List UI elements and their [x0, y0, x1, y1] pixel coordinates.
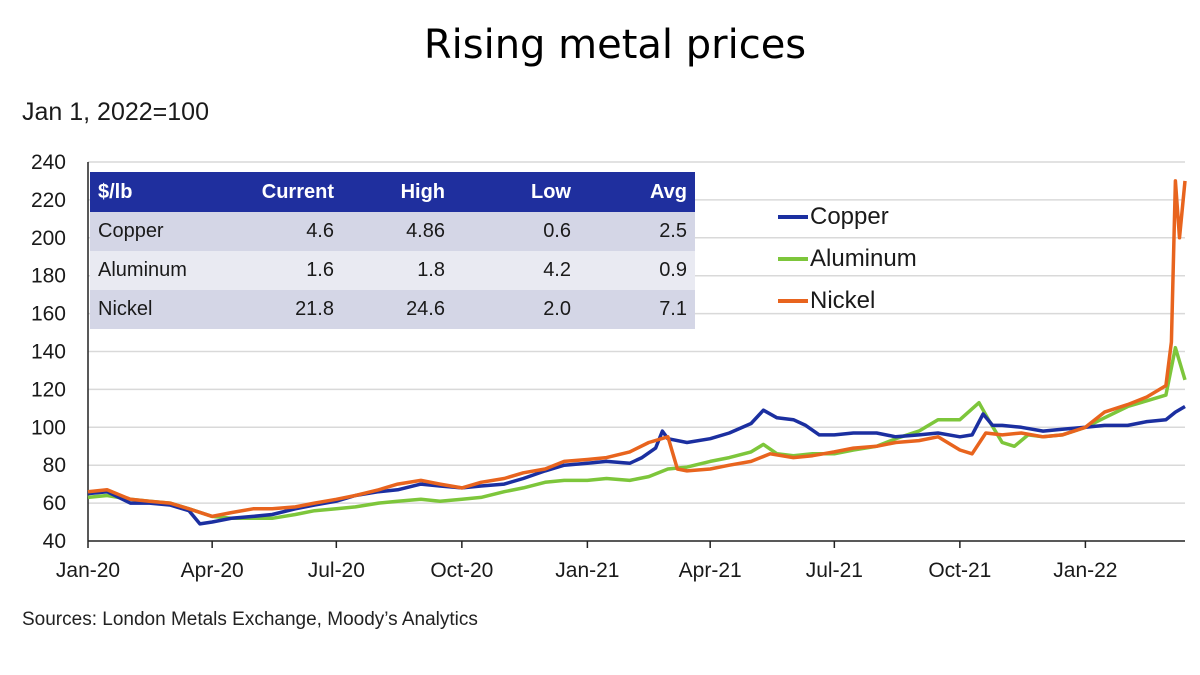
source-note: Sources: London Metals Exchange, Moody’s… [22, 609, 478, 630]
table-cell: 1.6 [216, 251, 342, 290]
table-header-cell: Current [216, 172, 342, 212]
chart-subtitle: Jan 1, 2022=100 [22, 98, 209, 126]
x-tick-label: Jul-20 [308, 559, 365, 582]
table-row: Nickel 21.8 24.6 2.0 7.1 [90, 290, 695, 329]
legend-swatch [778, 257, 808, 261]
y-tick-label: 180 [31, 265, 66, 288]
table-cell: 24.6 [342, 290, 453, 329]
table-cell: 7.1 [579, 290, 695, 329]
legend-swatch [778, 215, 808, 219]
y-tick-label: 200 [31, 227, 66, 250]
table-header-cell: High [342, 172, 453, 212]
legend-item-nickel: Nickel [778, 280, 917, 322]
legend-label: Aluminum [810, 245, 917, 272]
x-tick-label: Apr-20 [181, 559, 244, 582]
table-cell: 4.86 [342, 212, 453, 251]
table-header-row: $/lb Current High Low Avg [90, 172, 695, 212]
legend-label: Nickel [810, 287, 876, 314]
table-cell: 2.5 [579, 212, 695, 251]
table-header-cell: $/lb [90, 172, 216, 212]
x-tick-label: Jan-22 [1053, 559, 1117, 582]
y-tick-label: 100 [31, 416, 66, 439]
series-line-copper [87, 404, 1186, 526]
legend-item-copper: Copper [778, 196, 917, 238]
y-tick-label: 60 [43, 492, 66, 515]
y-tick-label: 80 [43, 454, 66, 477]
table-cell: 4.6 [216, 212, 342, 251]
x-tick-label: Oct-21 [928, 559, 991, 582]
chart-legend: Copper Aluminum Nickel [778, 196, 917, 322]
table-row: Aluminum 1.6 1.8 4.2 0.9 [90, 251, 695, 290]
table-header-cell: Avg [579, 172, 695, 212]
x-tick-label: Oct-20 [430, 559, 493, 582]
table-cell: 21.8 [216, 290, 342, 329]
y-tick-label: 140 [31, 341, 66, 364]
y-tick-label: 120 [31, 378, 66, 401]
table-cell: Nickel [90, 290, 216, 329]
table-cell: 2.0 [453, 290, 579, 329]
table-header-cell: Low [453, 172, 579, 212]
series-line-nickel [87, 179, 1187, 519]
legend-item-aluminum: Aluminum [778, 238, 917, 280]
table-cell: 0.6 [453, 212, 579, 251]
x-tick-label: Jul-21 [806, 559, 863, 582]
table-row: Copper 4.6 4.86 0.6 2.5 [90, 212, 695, 251]
table-cell: Copper [90, 212, 216, 251]
x-tick-label: Jan-21 [555, 559, 619, 582]
y-tick-label: 220 [31, 189, 66, 212]
price-summary-table: $/lb Current High Low Avg Copper 4.6 4.8… [90, 172, 695, 329]
legend-label: Copper [810, 203, 889, 230]
chart-title: Rising metal prices [423, 22, 807, 68]
legend-swatch [778, 299, 808, 303]
table-cell: 4.2 [453, 251, 579, 290]
table-cell: 0.9 [579, 251, 695, 290]
y-tick-label: 40 [43, 530, 66, 553]
x-tick-label: Apr-21 [679, 559, 742, 582]
table-cell: 1.8 [342, 251, 453, 290]
y-tick-label: 160 [31, 303, 66, 326]
x-tick-label: Jan-20 [56, 559, 120, 582]
y-tick-label: 240 [31, 151, 66, 174]
table-cell: Aluminum [90, 251, 216, 290]
